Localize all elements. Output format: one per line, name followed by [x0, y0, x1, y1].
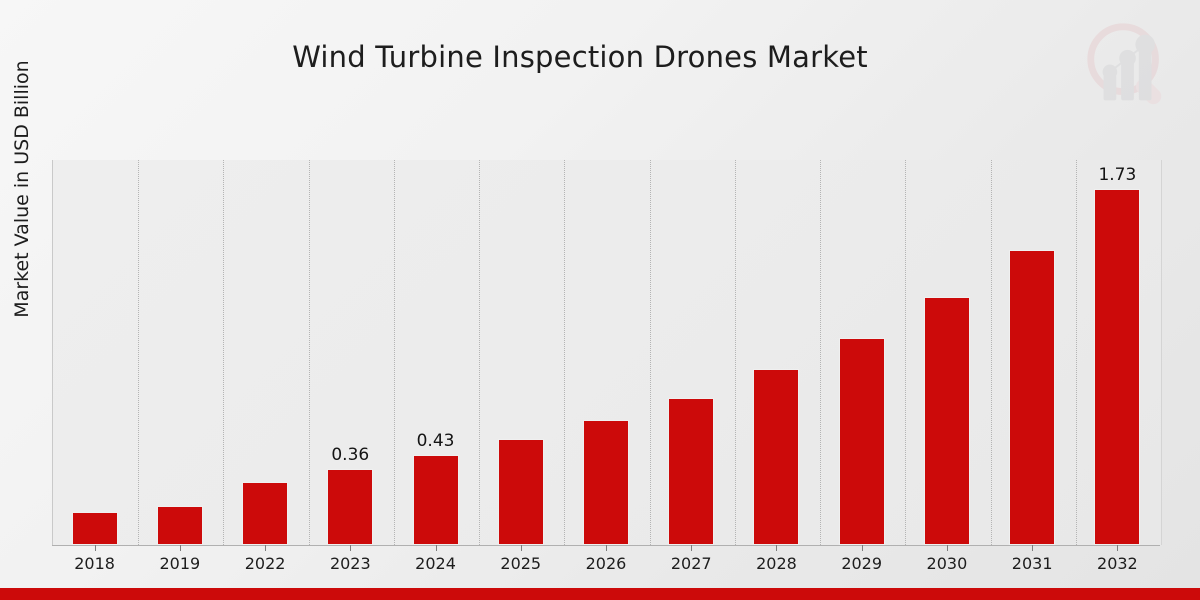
tick-mark [350, 545, 352, 551]
bar-slot [990, 160, 1075, 545]
tick-mark [435, 545, 437, 551]
bar[interactable] [838, 338, 885, 545]
tick-mark [691, 545, 693, 551]
bar-slot: 1.73 [1075, 160, 1160, 545]
tick-mark [1117, 545, 1119, 551]
footer-accent-strip [0, 588, 1200, 600]
tick-mark [520, 545, 522, 551]
tick-label: 2028 [756, 554, 797, 573]
tick-mark [1032, 545, 1034, 551]
bar-slot [649, 160, 734, 545]
bar-slot [222, 160, 307, 545]
tick-label: 2031 [1011, 554, 1053, 573]
tick-mark [776, 545, 778, 551]
bar-slot: 0.36 [308, 160, 393, 545]
bar-slot [52, 160, 137, 545]
x-axis-ticks: 2018 2019 2022 2023 2024 2025 2026 2027 2028 2029… [52, 545, 1160, 585]
tick-mark [179, 545, 181, 551]
tick-label: 2026 [585, 554, 627, 573]
bar-slot [563, 160, 648, 545]
brand-logo-watermark [1080, 18, 1178, 116]
tick-mark [605, 545, 607, 551]
tick-mark [265, 545, 267, 551]
bar-value-label: 0.36 [331, 445, 370, 465]
bar[interactable] [923, 297, 970, 545]
bar-slot [478, 160, 563, 545]
tick-label: 2027 [670, 554, 712, 573]
chart-title: Wind Turbine Inspection Drones Market [292, 40, 868, 74]
bar[interactable] [582, 420, 629, 545]
tick-mark [861, 545, 863, 551]
tick-mark [94, 545, 96, 551]
magnifier-icon [1087, 23, 1162, 105]
bar[interactable] [242, 482, 289, 545]
tick-label: 2018 [74, 554, 115, 573]
tick-label: 2030 [926, 554, 968, 573]
bar[interactable] [753, 369, 800, 545]
tick-label: 2023 [329, 554, 371, 573]
bar[interactable] [156, 506, 203, 545]
tick-mark [946, 545, 948, 551]
tick-label: 2025 [500, 554, 542, 573]
tick-label: 2022 [244, 554, 286, 573]
bar-slot: 0.43 [393, 160, 478, 545]
bar-slot [819, 160, 904, 545]
bar-slot [137, 160, 222, 545]
growth-bars-icon [1102, 34, 1155, 101]
tick-label: 2019 [159, 554, 201, 573]
bar-series: 0.36 0.43 1.73 [52, 160, 1160, 545]
bar-value-label: 0.43 [416, 431, 455, 451]
bar[interactable] [71, 512, 118, 545]
tick-label: 2032 [1097, 554, 1138, 573]
tick-label: 2029 [841, 554, 883, 573]
bar-value-label: 1.73 [1098, 165, 1137, 185]
bar[interactable] [668, 398, 715, 545]
bar[interactable] [327, 469, 374, 545]
tick-label: 2024 [415, 554, 456, 573]
bar[interactable] [1009, 250, 1056, 545]
y-axis-title: Market Value in USD Billion [11, 60, 33, 318]
bar-slot [734, 160, 819, 545]
bar-slot [904, 160, 989, 545]
trend-line-icon [1109, 43, 1146, 73]
bar[interactable] [1094, 189, 1141, 545]
bar[interactable] [412, 455, 459, 545]
bar[interactable] [497, 439, 544, 545]
